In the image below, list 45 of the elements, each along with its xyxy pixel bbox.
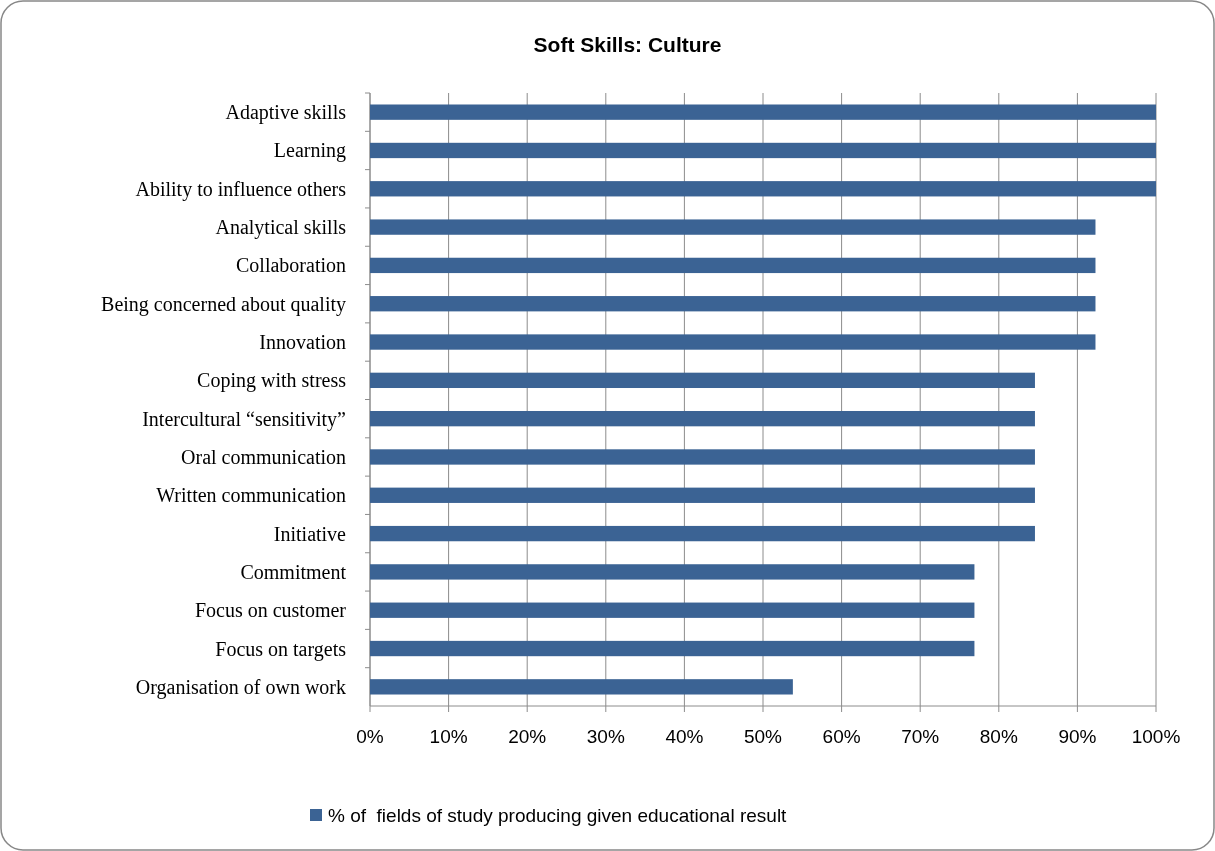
bar [370,104,1156,120]
x-tick-label: 50% [743,726,783,747]
bar [370,679,793,695]
bar [370,181,1156,197]
x-tick-label: 10% [429,726,468,747]
y-tick-label: Initiative [273,522,347,545]
y-tick-label: Intercultural “sensitivity” [142,407,346,431]
chart-title: Soft Skills: Culture [533,33,722,56]
y-tick-label: Analytical skills [215,216,347,240]
y-tick-label: Written communication [156,484,346,507]
x-tick-label: 60% [822,726,861,747]
bar [370,410,1035,427]
bar [370,602,975,618]
bar [370,219,1096,235]
y-tick-label: Ability to influence others [135,177,347,201]
x-tick-label: 0% [356,726,384,747]
x-tick-label: 40% [665,726,704,747]
bar [370,296,1096,312]
x-tick-label: 80% [979,726,1018,747]
y-tick-label: Learning [273,139,346,163]
y-tick-label: Oral communication [181,445,346,468]
x-tick-label: 20% [508,726,547,747]
y-tick-label: Coping with stress [197,369,347,393]
y-tick-label: Being concerned about quality [101,292,346,316]
x-tick-label: 90% [1058,726,1097,747]
x-tick-label: 70% [901,726,940,747]
bar [370,564,975,580]
legend-label: % of fields of study producing given educational result [328,804,788,826]
x-tick-label: 30% [586,726,625,747]
y-tick-label: Innovation [259,331,346,354]
bar [370,487,1035,503]
y-tick-label: Focus on customer [194,599,347,622]
y-tick-label: Collaboration [236,254,346,277]
bar [370,525,1035,542]
y-tick-label: Commitment [240,560,347,583]
bar [370,640,975,657]
y-tick-label: Focus on targets [215,637,347,661]
y-tick-label: Adaptive skills [225,101,347,125]
bar [370,257,1096,274]
bar [370,142,1156,159]
bar [370,449,1035,465]
bar [370,372,1035,389]
x-tick-label: 100% [1131,726,1181,747]
y-tick-label: Organisation of own work [135,675,346,699]
bar [370,334,1096,350]
